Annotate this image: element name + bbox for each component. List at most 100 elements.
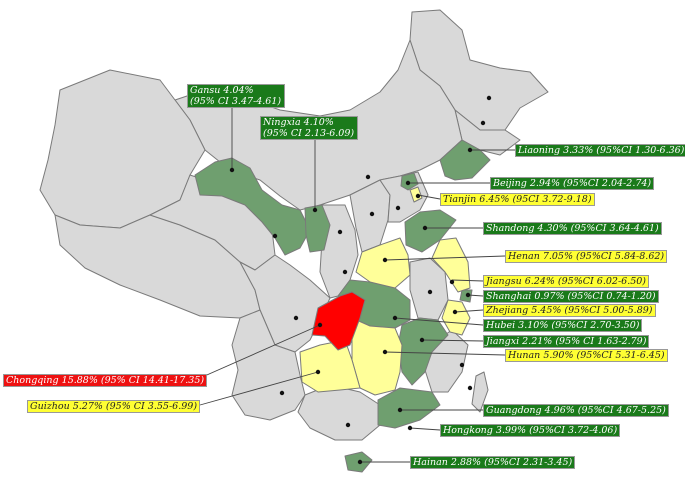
label-ningxia: Ningxia 4.10% (95% CI 2.13-6.09): [260, 116, 358, 140]
city-dot: [449, 279, 455, 285]
province-chongqing: [311, 291, 366, 351]
city-dot: [337, 229, 343, 235]
label-shanghai: Shanghai 0.97% (95%CI 0.74-1.20): [483, 290, 659, 303]
label-text: Hainan 2.88% (95%CI 2.31-3.45): [413, 457, 573, 468]
label-text: Jiangxi 2.21% (95% CI 1.63-2.79): [486, 336, 647, 347]
province-ningxia: [304, 204, 331, 253]
label-text: Chongqing 15.88% (95% CI 14.41-17.35): [6, 375, 205, 386]
city-dot: [465, 292, 471, 298]
province-gansu: [194, 157, 311, 256]
label-guizhou: Guizhou 5.27% (95% CI 3.55-6.99): [27, 400, 201, 413]
label-gansu: Gansu 4.04% (95% CI 3.47-4.61): [187, 84, 285, 108]
city-dot: [382, 349, 388, 355]
province-guangdong: [377, 387, 441, 429]
province-hunan: [351, 317, 403, 396]
leader-line: [384, 255, 506, 261]
province-anhui: [409, 257, 449, 321]
province-shandong: [404, 209, 457, 253]
city-dot: [293, 315, 299, 321]
leader-line: [421, 339, 484, 342]
leader-lines: [199, 108, 515, 463]
label-hubei: Hubei 3.10% (95%CI 2.70-3.50): [483, 319, 643, 332]
label-text: Zhejiang 5.45% (95%CI 5.00-5.89): [486, 305, 653, 316]
label-hongkong: Hongkong 3.99% (95%CI 3.72-4.06): [440, 424, 621, 437]
city-dot: [467, 385, 473, 391]
province-tianjin: [409, 186, 423, 203]
label-jiangxi: Jiangxi 2.21% (95% CI 1.63-2.79): [483, 335, 650, 348]
leader-line: [451, 279, 484, 282]
label-hunan: Hunan 5.90% (95%CI 5.31-6.45): [505, 349, 668, 362]
city-dots: [229, 95, 492, 465]
province-zhejiang: [441, 299, 471, 336]
city-dot: [279, 390, 285, 396]
label-text: Guangdong 4.96% (95%CI 4.67-5.25): [486, 405, 666, 416]
label-text: Beijing 2.94% (95%CI 2.04-2.74): [493, 178, 652, 189]
label-tianjin: Tianjin 6.45% (95CI 3.72-9.18): [440, 193, 595, 206]
province-shanghai: [459, 289, 473, 303]
city-dot: [467, 147, 473, 153]
label-text: Henan 7.05% (95%CI 5.84-8.62): [508, 251, 665, 262]
label-zhejiang: Zhejiang 5.45% (95%CI 5.00-5.89): [483, 304, 656, 317]
province-jiangsu: [431, 237, 471, 293]
label-jiangsu: Jiangsu 6.24% (95%CI 6.02-6.50): [483, 275, 650, 288]
city-dot: [272, 233, 278, 239]
leader-line: [384, 351, 506, 356]
label-gansu-line1: Gansu 4.04%: [190, 85, 254, 96]
city-dot: [480, 120, 486, 126]
province-taiwan: [471, 371, 489, 413]
city-dot: [229, 167, 235, 173]
label-ningxia-line2: (95% CI 2.13-6.09): [263, 128, 355, 139]
city-dot: [459, 362, 465, 368]
city-dot: [345, 422, 351, 428]
label-hainan: Hainan 2.88% (95%CI 2.31-3.45): [410, 456, 576, 469]
province-guizhou: [299, 339, 361, 393]
leader-line: [417, 194, 441, 200]
leader-line: [454, 309, 484, 313]
province-guangxi: [297, 384, 381, 441]
label-text: Jiangsu 6.24% (95%CI 6.02-6.50): [486, 276, 647, 287]
city-dot: [357, 459, 363, 465]
city-dot: [452, 309, 458, 315]
label-text: Shandong 4.30% (95%CI 3.64-4.61): [486, 223, 659, 234]
leader-line: [467, 294, 484, 297]
label-text: Hubei 3.10% (95%CI 2.70-3.50): [486, 320, 640, 331]
label-text: Tianjin 6.45% (95CI 3.72-9.18): [443, 194, 592, 205]
leader-line: [199, 371, 319, 406]
label-chongqing: Chongqing 15.88% (95% CI 14.41-17.35): [3, 374, 208, 387]
city-dot: [369, 211, 375, 217]
label-henan: Henan 7.05% (95%CI 5.84-8.62): [505, 250, 668, 263]
city-dot: [317, 322, 323, 328]
label-text: Hongkong 3.99% (95%CI 3.72-4.06): [443, 425, 618, 436]
city-dot: [395, 205, 401, 211]
province-henan: [355, 237, 411, 289]
leader-line: [394, 317, 484, 326]
city-dot: [397, 407, 403, 413]
city-dot: [415, 193, 421, 199]
city-dot: [427, 289, 433, 295]
city-dot: [392, 315, 398, 321]
city-dot: [315, 369, 321, 375]
label-beijing: Beijing 2.94% (95%CI 2.04-2.74): [490, 177, 655, 190]
label-text: Shanghai 0.97% (95%CI 0.74-1.20): [486, 291, 656, 302]
label-ningxia-line1: Ningxia 4.10%: [263, 117, 334, 128]
leader-line: [199, 324, 321, 379]
city-dot: [407, 425, 413, 431]
city-dot: [342, 269, 348, 275]
city-dot: [422, 225, 428, 231]
label-shandong: Shandong 4.30% (95%CI 3.64-4.61): [483, 222, 662, 235]
label-text: Guizhou 5.27% (95% CI 3.55-6.99): [30, 401, 198, 412]
low-prevalence-provinces: [194, 139, 491, 473]
city-dot: [486, 95, 492, 101]
label-text: Liaoning 3.33% (95%CI 1.30-6.36): [518, 145, 685, 156]
label-text: Hunan 5.90% (95%CI 5.31-6.45): [508, 350, 665, 361]
leader-line: [409, 427, 441, 431]
city-dot: [365, 174, 371, 180]
label-guangdong: Guangdong 4.96% (95%CI 4.67-5.25): [483, 404, 669, 417]
city-dot: [419, 337, 425, 343]
label-gansu-line2: (95% CI 3.47-4.61): [190, 96, 282, 107]
city-dot: [405, 180, 411, 186]
city-dot: [382, 257, 388, 263]
medium-prevalence-provinces: [299, 186, 471, 396]
city-dot: [312, 207, 318, 213]
label-liaoning: Liaoning 3.33% (95%CI 1.30-6.36): [515, 144, 685, 157]
